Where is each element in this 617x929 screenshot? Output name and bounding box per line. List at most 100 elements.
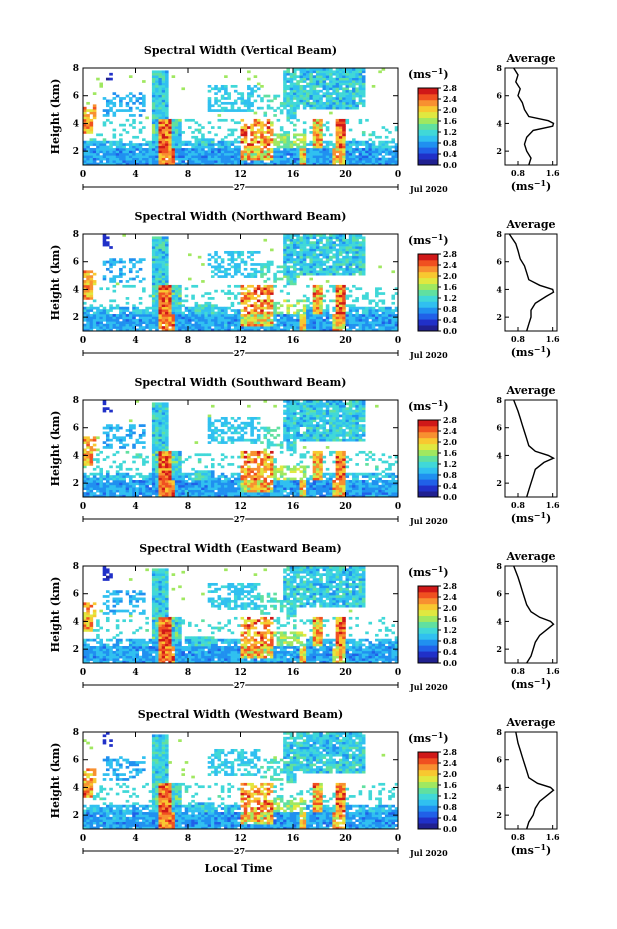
heatmap-cell [105,111,110,115]
heatmap-cell [325,326,330,329]
heatmap-cell [371,150,376,154]
heatmap-cell [286,323,291,327]
heatmap-cell [230,157,235,161]
heatmap-cell [165,306,169,310]
heatmap-cell [165,255,169,259]
heatmap-cell [286,250,291,254]
heatmap-cell [279,126,284,129]
heatmap-cell [293,143,297,146]
heatmap-cell [178,458,182,461]
heatmap-cell [89,152,94,156]
heatmap-cell [220,489,225,493]
heatmap-cell [263,323,268,327]
heatmap-cell [319,246,323,249]
heatmap-cell [243,424,248,427]
heatmap-cell [128,314,133,317]
heatmap-cell [83,326,87,329]
day-label: 27 [234,182,245,192]
heatmap-cell [151,250,156,254]
heatmap-cell [332,299,336,303]
heatmap-cell [128,145,133,149]
heatmap-cell [207,258,212,261]
date-label: Jul 2020 [409,350,448,360]
heatmap-cell [165,414,169,418]
heatmap-cell [227,492,231,495]
heatmap-cell [283,321,287,325]
heatmap-cell [309,270,313,274]
heatmap-cell [161,426,166,430]
heatmap-cell [233,294,238,298]
heatmap-cell [312,311,317,315]
heatmap-cell [89,277,94,281]
heatmap-cell [115,143,120,146]
heatmap-cell [191,316,195,320]
heatmap-cell [306,155,310,159]
heatmap-cell [312,284,317,288]
heatmap-cell [151,297,156,300]
heatmap-cell [165,80,169,83]
heatmap-cell [210,309,215,312]
heatmap-cell [230,143,235,146]
heatmap-cell [83,109,87,112]
heatmap-cell [309,306,313,310]
heatmap-cell [105,482,110,486]
heatmap-cell [220,438,225,442]
heatmap-cell [309,318,313,322]
heatmap-cell [355,260,359,264]
heatmap-cell [138,326,143,329]
heatmap-cell [293,160,297,163]
heatmap-cell [293,314,297,317]
heatmap-cell [105,267,110,271]
heatmap-cell [151,82,156,86]
heatmap-cell [312,152,317,156]
heatmap-cell [181,299,186,303]
heatmap-cell [260,263,264,266]
heatmap-cell [358,326,363,329]
heatmap-cell [158,429,163,432]
heatmap-cell [338,299,343,303]
heatmap-cell [89,270,94,274]
heatmap-cell [171,316,176,320]
heatmap-cell [155,140,159,144]
heatmap-cell [217,126,222,129]
heatmap-cell [92,458,97,461]
heatmap-cell [342,323,346,327]
heatmap-cell [161,404,166,408]
heatmap-cell [188,311,192,315]
heatmap-cell [105,162,110,166]
heatmap-cell [296,101,300,105]
heatmap-cell [83,148,87,151]
heatmap-cell [217,143,222,146]
heatmap-cell [345,92,350,95]
heatmap-cell [102,492,107,495]
heatmap-cell [260,316,264,320]
heatmap-cell [122,145,126,149]
heatmap-cell [148,492,153,495]
heatmap-cell [181,314,186,317]
heatmap-cell [361,104,366,108]
heatmap-cell [105,109,110,112]
heatmap-cell [142,143,146,146]
heatmap-cell [188,492,192,495]
heatmap-cell [220,94,225,98]
heatmap-cell [283,82,287,86]
heatmap-cell [263,311,268,315]
heatmap-cell [165,402,169,406]
heatmap-cell [151,145,156,149]
heatmap-cell [256,328,261,332]
heatmap-cell [302,304,307,308]
heatmap-cell [342,133,346,137]
heatmap-cell [224,75,228,78]
heatmap-cell [240,489,245,493]
heatmap-cell [394,316,399,320]
heatmap-cell [197,316,202,320]
heatmap-cell [302,311,307,315]
heatmap-cell [240,250,245,254]
heatmap-cell [86,311,90,315]
heatmap-cell [86,109,90,112]
heatmap-cell [138,323,143,327]
heatmap-cell [283,84,287,88]
heatmap-cell [273,311,277,315]
heatmap-cell [125,150,130,154]
heatmap-cell [243,123,248,127]
